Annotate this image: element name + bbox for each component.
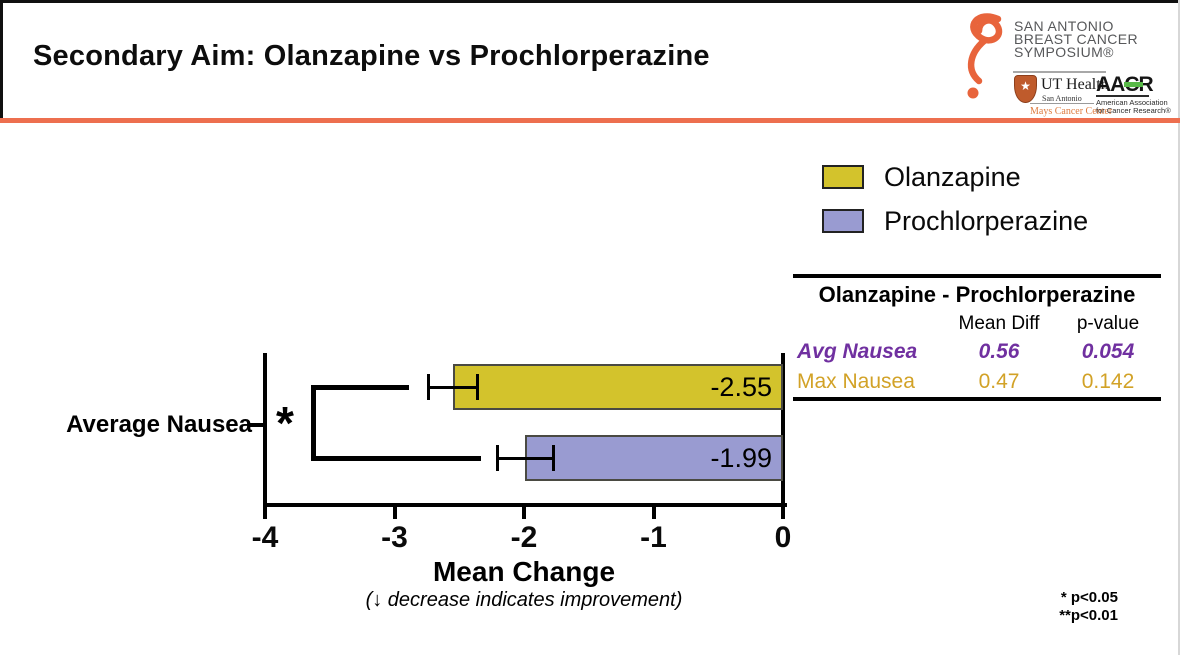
- bar-value-olanzapine: -2.55: [710, 372, 772, 402]
- errorbar-olanzapine: [426, 374, 479, 400]
- stats-row-max-p-value: 0.142: [1081, 370, 1135, 393]
- errorbar-cap: [426, 374, 430, 400]
- aacr-subtitle-1: American Association: [1096, 98, 1168, 107]
- stats-table-title: Olanzapine - Prochlorperazine: [818, 282, 1136, 307]
- stats-table-grid: Mean Diff p-value Avg Nausea 0.56 0.054 …: [793, 310, 1161, 397]
- x-axis-tick: [263, 507, 267, 519]
- x-axis-subtitle: (↓ decrease indicates improvement): [365, 589, 683, 611]
- aacr-subtitle-2: for Cancer Research®: [1096, 106, 1171, 115]
- sabcs-line-3: SYMPOSIUM®: [1014, 43, 1114, 60]
- category-label: Average Nausea: [66, 411, 252, 438]
- ut-health-rule: [1030, 103, 1094, 104]
- legend-swatch-prochlorperazine: [822, 209, 864, 233]
- legend-label-olanzapine: Olanzapine: [884, 161, 1021, 192]
- x-axis-tick-label: -4: [251, 521, 279, 554]
- shield-star-icon: ★: [1020, 79, 1031, 93]
- errorbar-cap: [475, 374, 479, 400]
- legend-label-prochlorperazine: Prochlorperazine: [884, 205, 1089, 236]
- legend-swatch-olanzapine: [822, 165, 864, 189]
- header-divider: [0, 118, 1180, 123]
- ut-health-wordmark: UT Health: [1041, 76, 1109, 93]
- legend-item-olanzapine: Olanzapine: [822, 161, 1088, 192]
- errorbar-prochlorperazine: [495, 445, 556, 471]
- x-axis-tick-label: -2: [510, 521, 538, 554]
- slide-left-border: [0, 0, 3, 122]
- ut-health-location: San Antonio: [1042, 94, 1082, 103]
- stats-row-avg-p-value: 0.054: [1081, 340, 1135, 363]
- stats-row-max-label: Max Nausea: [797, 370, 915, 393]
- footnote-p05: * p<0.05: [1060, 589, 1118, 606]
- x-axis-tick: [522, 507, 526, 519]
- x-axis-tick: [781, 507, 785, 519]
- stats-row-avg-label: Avg Nausea: [797, 340, 918, 363]
- x-axis-tick-label: 0: [774, 521, 792, 554]
- y-axis-line: [263, 353, 267, 507]
- stats-header-p-value: p-value: [1076, 313, 1140, 334]
- logo-divider-line: [1013, 71, 1106, 73]
- aacr-green-bar: [1124, 82, 1143, 87]
- x-axis-tick-label: -1: [640, 521, 667, 554]
- bar-prochlorperazine: -1.99: [525, 435, 783, 481]
- stats-table: Olanzapine - Prochlorperazine Mean Diff …: [793, 274, 1161, 401]
- zero-axis-line: [781, 353, 785, 503]
- slide-right-border: [1178, 0, 1180, 655]
- legend-item-prochlorperazine: Prochlorperazine: [822, 205, 1089, 236]
- slide-title: Secondary Aim: Olanzapine vs Prochlorper…: [33, 40, 710, 72]
- errorbar-cap: [495, 445, 499, 471]
- significance-asterisk: *: [276, 397, 294, 449]
- errorbar-cap: [552, 445, 556, 471]
- significance-footnotes: * p<0.05 **p<0.01: [990, 589, 1118, 625]
- ut-health-shield-icon: [1014, 75, 1037, 103]
- sabcs-wordmark: SAN ANTONIO BREAST CANCER SYMPOSIUM®: [1014, 18, 1138, 60]
- sabcs-line-2: BREAST CANCER: [1014, 30, 1138, 47]
- chart-legend: Olanzapine Prochlorperazine: [822, 161, 1089, 252]
- category-tick: [250, 423, 266, 427]
- slide-top-border: [0, 0, 1180, 3]
- mays-cancer-center-label: Mays Cancer Center: [1030, 106, 1113, 117]
- sabcs-line-1: SAN ANTONIO: [1014, 18, 1114, 34]
- bar-olanzapine: -2.55: [452, 364, 783, 410]
- x-axis-line: [263, 503, 787, 507]
- significance-bracket-arm-top: [311, 385, 409, 390]
- x-axis-title: Mean Change: [432, 556, 616, 587]
- footnote-p01: **p<0.01: [1059, 607, 1118, 624]
- significance-bracket-arm-bottom: [311, 456, 481, 461]
- stats-row-avg-mean-diff: 0.56: [978, 340, 1020, 363]
- x-axis-tick-label: -3: [381, 521, 408, 554]
- bar-value-prochlorperazine: -1.99: [710, 443, 772, 473]
- x-axis-tick: [392, 507, 397, 519]
- stats-header-empty: [793, 310, 943, 337]
- significance-bracket-spine: [311, 385, 316, 461]
- errorbar-line: [426, 385, 479, 389]
- errorbar-line: [495, 456, 556, 460]
- sabcs-ribbon-icon: [960, 10, 1014, 110]
- aacr-rule: [1096, 95, 1149, 97]
- x-axis-tick: [651, 507, 656, 519]
- stats-header-mean-diff: Mean Diff: [958, 313, 1040, 334]
- stats-row-max-mean-diff: 0.47: [978, 370, 1020, 393]
- plot-area: -2.55 -1.99 -4 -3 -2 -1 0: [252, 353, 791, 554]
